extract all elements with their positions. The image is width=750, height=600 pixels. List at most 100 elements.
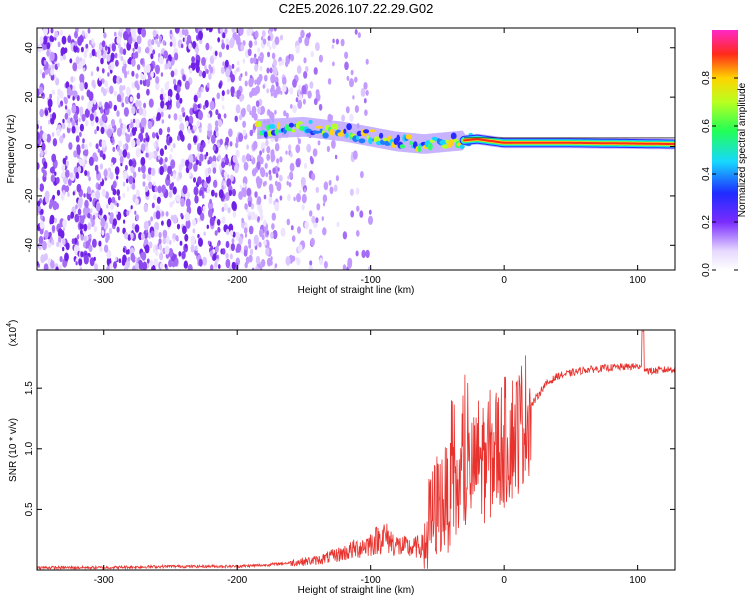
- noise-speckle: [128, 36, 133, 45]
- noise-speckle: [363, 82, 368, 90]
- noise-speckle: [83, 67, 86, 72]
- noise-speckle: [94, 155, 99, 162]
- noise-speckle: [262, 260, 266, 266]
- noise-speckle: [172, 78, 177, 86]
- noise-speckle: [82, 138, 85, 144]
- noise-speckle: [179, 97, 183, 104]
- noise-speckle: [71, 104, 77, 114]
- noise-speckle: [52, 194, 55, 201]
- noise-speckle: [95, 202, 101, 212]
- noise-speckle: [228, 128, 233, 137]
- noise-speckle: [218, 189, 224, 199]
- noise-speckle: [73, 244, 79, 255]
- noise-speckle: [117, 43, 121, 50]
- noise-speckle: [349, 188, 354, 196]
- noise-speckle: [159, 167, 164, 175]
- noise-speckle: [172, 186, 177, 195]
- noise-speckle: [186, 34, 192, 44]
- noise-speckle: [266, 153, 271, 161]
- noise-speckle: [37, 131, 40, 141]
- noise-speckle: [313, 67, 318, 75]
- noise-speckle: [203, 181, 208, 189]
- noise-speckle: [173, 113, 178, 121]
- noise-speckle: [132, 160, 137, 168]
- noise-speckle: [223, 203, 228, 211]
- noise-speckle: [159, 93, 164, 101]
- noise-speckle: [121, 127, 126, 136]
- noise-speckle: [112, 218, 117, 227]
- noise-speckle: [131, 223, 136, 230]
- noise-speckle: [265, 139, 269, 146]
- noise-speckle: [131, 70, 135, 77]
- y-tick-label: 1.0: [24, 441, 35, 455]
- noise-speckle: [122, 181, 126, 187]
- noise-speckle: [365, 58, 369, 65]
- noise-speckle: [280, 227, 286, 237]
- x-tick-label: 0: [501, 575, 507, 586]
- noise-speckle: [216, 219, 221, 226]
- noise-speckle: [43, 263, 49, 270]
- noise-speckle: [266, 41, 270, 47]
- noise-speckle: [182, 74, 186, 82]
- noise-speckle: [158, 238, 162, 245]
- noise-speckle: [155, 245, 159, 251]
- noise-speckle: [79, 215, 85, 225]
- signal-blob: [459, 144, 465, 150]
- spectrogram-panel: [37, 28, 675, 270]
- noise-speckle: [41, 240, 47, 251]
- noise-speckle: [202, 70, 206, 79]
- signal-blob: [257, 120, 262, 127]
- noise-speckle: [278, 60, 282, 67]
- noise-speckle: [155, 33, 159, 40]
- noise-speckle: [285, 112, 289, 119]
- noise-speckle: [309, 210, 313, 217]
- noise-speckle: [152, 132, 156, 139]
- noise-speckle: [62, 219, 67, 228]
- noise-speckle: [76, 235, 80, 240]
- noise-speckle: [268, 174, 273, 181]
- noise-speckle: [123, 219, 126, 224]
- noise-speckle: [272, 58, 277, 67]
- noise-speckle: [239, 114, 243, 121]
- noise-speckle: [289, 162, 295, 172]
- noise-speckle: [208, 64, 212, 70]
- noise-speckle: [70, 76, 74, 83]
- noise-speckle: [345, 106, 350, 114]
- noise-speckle: [315, 217, 319, 224]
- noise-speckle: [244, 233, 248, 238]
- noise-speckle: [124, 143, 129, 151]
- noise-speckle: [116, 189, 120, 196]
- y-tick-label: -40: [24, 238, 35, 253]
- noise-speckle: [363, 98, 367, 104]
- noise-speckle: [94, 263, 98, 270]
- noise-speckle: [311, 173, 316, 181]
- noise-speckle: [113, 104, 118, 112]
- snr-x-label: Height of straight line (km): [298, 585, 415, 596]
- noise-speckle: [186, 192, 190, 199]
- noise-speckle: [124, 164, 128, 171]
- noise-speckle: [181, 107, 185, 114]
- noise-speckle: [296, 257, 301, 266]
- noise-speckle: [122, 193, 126, 198]
- noise-speckle: [304, 36, 310, 47]
- noise-speckle: [131, 106, 136, 115]
- noise-speckle: [95, 116, 99, 123]
- noise-speckle: [62, 118, 65, 124]
- noise-speckle: [127, 58, 131, 65]
- noise-speckle: [156, 135, 159, 140]
- noise-speckle: [200, 86, 204, 93]
- noise-speckle: [349, 78, 354, 88]
- noise-speckle: [195, 159, 199, 166]
- noise-speckle: [290, 225, 294, 231]
- noise-speckle: [60, 193, 65, 201]
- noise-speckle: [111, 127, 114, 133]
- noise-speckle: [37, 162, 40, 170]
- noise-speckle: [196, 120, 200, 128]
- noise-speckle: [72, 62, 78, 72]
- noise-speckle: [109, 212, 114, 220]
- noise-speckle: [175, 235, 179, 242]
- noise-speckle: [225, 252, 229, 259]
- signal-blob: [439, 139, 447, 146]
